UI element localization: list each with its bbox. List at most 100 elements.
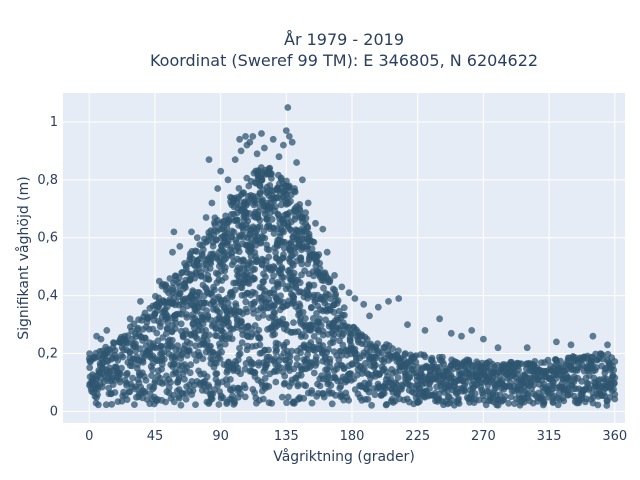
data-point xyxy=(273,346,280,354)
data-point xyxy=(237,147,245,155)
data-point xyxy=(199,246,207,254)
data-point xyxy=(277,292,284,300)
data-point xyxy=(236,385,244,392)
data-point xyxy=(302,382,310,390)
data-point xyxy=(220,329,227,336)
x-tick-label: 360 xyxy=(602,429,627,444)
x-axis-ticks: 0 45 90 135 180 225 270 315 360 xyxy=(85,429,627,444)
data-point xyxy=(251,322,259,329)
data-point xyxy=(212,324,220,332)
data-point xyxy=(193,234,201,242)
data-point xyxy=(256,341,264,349)
x-axis-title: Vågriktning (grader) xyxy=(273,448,415,465)
data-point xyxy=(324,370,332,378)
data-point xyxy=(181,282,189,290)
data-point xyxy=(265,253,273,261)
data-point xyxy=(228,227,236,235)
data-point xyxy=(219,394,227,402)
data-point xyxy=(169,392,177,399)
data-point xyxy=(253,150,261,158)
data-point xyxy=(165,375,173,383)
data-point xyxy=(239,256,247,264)
data-point xyxy=(259,311,267,319)
data-point xyxy=(202,326,210,334)
data-point xyxy=(290,297,297,305)
data-point xyxy=(389,345,396,353)
data-point xyxy=(319,225,327,233)
data-point xyxy=(304,260,312,268)
data-point xyxy=(328,400,336,408)
data-point xyxy=(560,397,568,405)
data-point xyxy=(554,401,562,409)
data-point xyxy=(157,343,165,351)
data-point xyxy=(585,384,593,392)
data-point xyxy=(118,364,125,372)
y-tick-label: 0,4 xyxy=(37,289,58,304)
data-point xyxy=(272,203,279,211)
data-point xyxy=(148,372,155,379)
data-point xyxy=(244,217,252,225)
data-point xyxy=(589,332,597,340)
data-point xyxy=(395,347,402,355)
data-point xyxy=(296,279,304,287)
data-point xyxy=(603,402,611,409)
data-point xyxy=(118,351,125,359)
data-point xyxy=(174,379,181,386)
data-point xyxy=(157,319,165,327)
data-point xyxy=(234,216,241,224)
data-point xyxy=(310,369,318,377)
data-point xyxy=(181,375,188,383)
data-point xyxy=(216,355,224,363)
data-point xyxy=(544,356,552,364)
data-point xyxy=(363,336,371,343)
data-point xyxy=(246,138,254,146)
data-point xyxy=(274,210,282,218)
data-point xyxy=(360,300,368,308)
data-point xyxy=(123,371,131,379)
data-point xyxy=(268,215,276,223)
data-point xyxy=(187,361,195,369)
data-point xyxy=(206,265,214,272)
data-point xyxy=(182,395,190,403)
data-point xyxy=(169,284,177,292)
data-point xyxy=(237,317,245,324)
data-point xyxy=(222,274,229,281)
data-point xyxy=(137,298,144,305)
data-point xyxy=(151,379,159,387)
data-point xyxy=(391,383,399,391)
data-point xyxy=(154,337,162,345)
data-point xyxy=(268,400,276,407)
data-point xyxy=(247,260,255,267)
data-point xyxy=(325,345,332,353)
y-axis-ticks: 0 0,2 0,4 0,6 0,8 1 xyxy=(37,115,58,419)
data-point xyxy=(268,277,276,285)
data-point xyxy=(270,272,277,280)
data-point xyxy=(610,386,617,393)
y-tick-label: 1 xyxy=(50,115,58,130)
data-point xyxy=(524,391,532,398)
data-point xyxy=(217,167,225,175)
data-point xyxy=(347,329,355,337)
data-point xyxy=(461,387,469,395)
data-point xyxy=(205,383,213,391)
data-point xyxy=(285,361,293,369)
data-point xyxy=(218,348,226,356)
data-point xyxy=(340,365,348,372)
data-point xyxy=(125,388,133,396)
data-point xyxy=(309,238,317,246)
data-point xyxy=(251,298,258,306)
data-point xyxy=(365,380,373,387)
data-point xyxy=(94,391,101,398)
data-point xyxy=(296,302,304,310)
data-point xyxy=(319,342,327,349)
data-point xyxy=(515,366,522,374)
data-point xyxy=(319,390,327,398)
x-tick-label: 315 xyxy=(537,429,562,444)
data-point xyxy=(251,275,258,283)
data-point xyxy=(557,357,564,365)
data-point xyxy=(330,335,337,343)
data-point xyxy=(280,380,288,388)
data-point xyxy=(237,390,244,398)
data-point xyxy=(316,315,323,323)
